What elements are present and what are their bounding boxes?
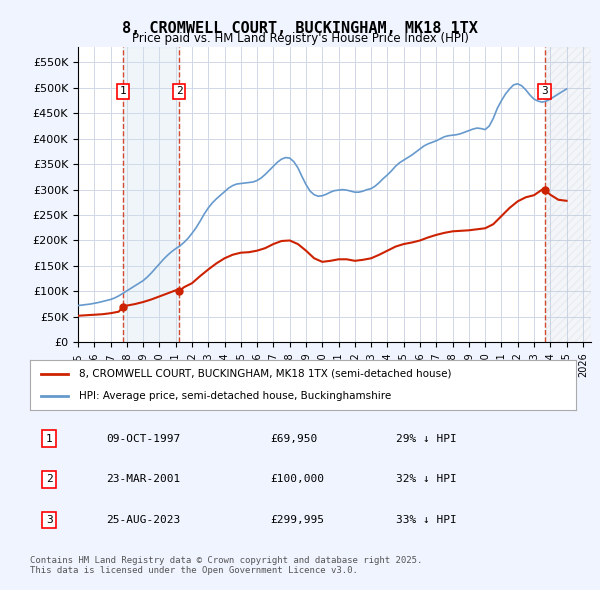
Text: 8, CROMWELL COURT, BUCKINGHAM, MK18 1TX: 8, CROMWELL COURT, BUCKINGHAM, MK18 1TX xyxy=(122,21,478,35)
Text: 23-MAR-2001: 23-MAR-2001 xyxy=(106,474,181,484)
Text: £69,950: £69,950 xyxy=(270,434,317,444)
Bar xyxy=(545,47,591,342)
Text: 1: 1 xyxy=(120,87,127,96)
Text: 32% ↓ HPI: 32% ↓ HPI xyxy=(396,474,457,484)
Text: £299,995: £299,995 xyxy=(270,515,324,525)
Text: 2: 2 xyxy=(46,474,52,484)
Text: 3: 3 xyxy=(46,515,52,525)
Text: 2: 2 xyxy=(176,87,182,96)
Text: Contains HM Land Registry data © Crown copyright and database right 2025.
This d: Contains HM Land Registry data © Crown c… xyxy=(30,556,422,575)
Text: 33% ↓ HPI: 33% ↓ HPI xyxy=(396,515,457,525)
Text: £100,000: £100,000 xyxy=(270,474,324,484)
Text: 3: 3 xyxy=(541,87,548,96)
Text: 29% ↓ HPI: 29% ↓ HPI xyxy=(396,434,457,444)
Text: 25-AUG-2023: 25-AUG-2023 xyxy=(106,515,181,525)
Text: 09-OCT-1997: 09-OCT-1997 xyxy=(106,434,181,444)
Text: HPI: Average price, semi-detached house, Buckinghamshire: HPI: Average price, semi-detached house,… xyxy=(79,391,391,401)
Bar xyxy=(123,47,179,342)
Text: 1: 1 xyxy=(46,434,52,444)
Text: Price paid vs. HM Land Registry's House Price Index (HPI): Price paid vs. HM Land Registry's House … xyxy=(131,32,469,45)
Text: 8, CROMWELL COURT, BUCKINGHAM, MK18 1TX (semi-detached house): 8, CROMWELL COURT, BUCKINGHAM, MK18 1TX … xyxy=(79,369,452,379)
